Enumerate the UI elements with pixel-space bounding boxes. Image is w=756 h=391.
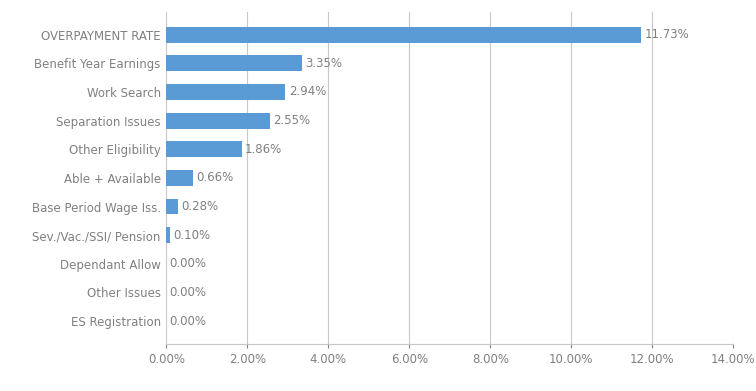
Text: 0.28%: 0.28% [181, 200, 218, 213]
Text: 2.94%: 2.94% [289, 86, 326, 99]
Bar [166, 227, 170, 243]
Bar [166, 113, 270, 129]
Text: 2.55%: 2.55% [273, 114, 310, 127]
Text: 0.66%: 0.66% [197, 171, 234, 185]
Bar [166, 56, 302, 71]
Bar [166, 199, 178, 214]
Text: 0.00%: 0.00% [169, 315, 206, 328]
Text: 0.00%: 0.00% [169, 257, 206, 270]
Text: 11.73%: 11.73% [645, 28, 689, 41]
Text: 3.35%: 3.35% [305, 57, 342, 70]
Bar [166, 84, 285, 100]
Bar [166, 170, 193, 186]
Bar [166, 142, 242, 157]
Text: 0.10%: 0.10% [174, 229, 211, 242]
Bar [166, 27, 641, 43]
Text: 0.00%: 0.00% [169, 286, 206, 299]
Text: 1.86%: 1.86% [245, 143, 282, 156]
